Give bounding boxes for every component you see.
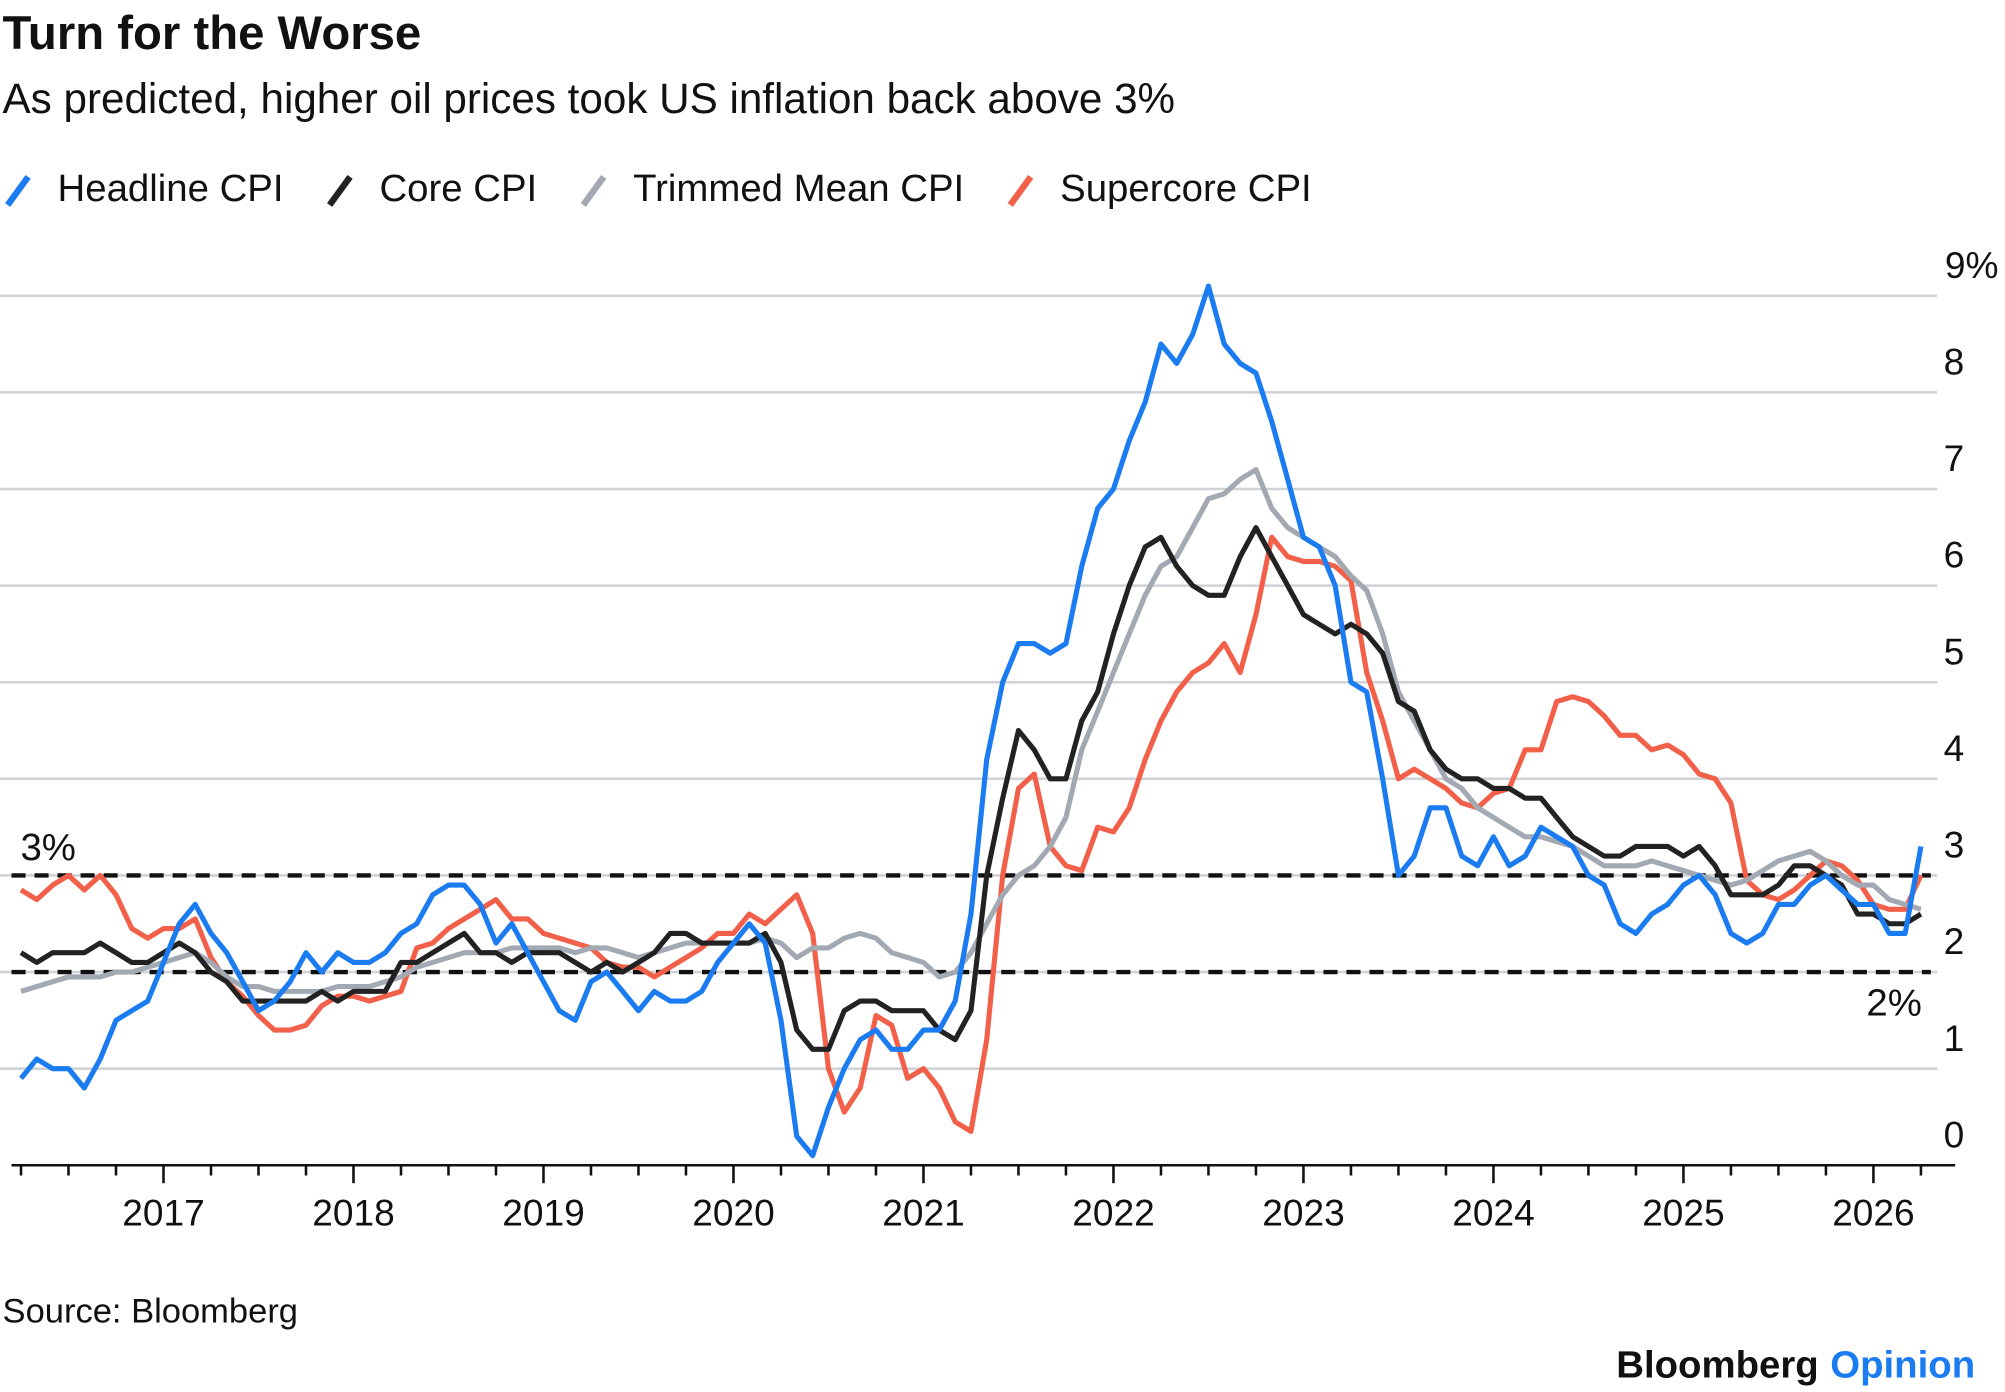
- x-tick-label: 2018: [312, 1191, 394, 1233]
- x-tick-label: 2017: [122, 1191, 204, 1233]
- y-tick-label: 5: [1944, 630, 1965, 672]
- legend-swatch: [327, 174, 353, 207]
- legend-label: Headline CPI: [58, 167, 284, 210]
- series-line: [20, 467, 1922, 994]
- chart-subtitle: As predicted, higher oil prices took US …: [3, 75, 1176, 122]
- reference-label: 3%: [20, 826, 75, 869]
- brand-suffix: Opinion: [1830, 1344, 1975, 1387]
- x-tick-label: 2020: [692, 1191, 774, 1233]
- legend-swatch: [5, 174, 31, 207]
- legend-label: Trimmed Mean CPI: [633, 167, 964, 210]
- legend-label: Core CPI: [379, 167, 537, 210]
- y-tick-label: 6: [1944, 534, 1965, 576]
- x-tick-label: 2023: [1262, 1191, 1344, 1233]
- legend-swatch: [580, 174, 607, 207]
- x-tick-label: 2019: [502, 1191, 584, 1233]
- x-tick-label: 2026: [1832, 1191, 1914, 1233]
- y-tick-label: 9%: [1945, 244, 1999, 286]
- series-line: [19, 525, 1923, 1052]
- y-tick-label: 4: [1944, 727, 1965, 769]
- y-tick-label: 3: [1944, 824, 1965, 866]
- series-line: [19, 283, 1924, 1159]
- x-tick-label: 2022: [1072, 1191, 1154, 1233]
- y-tick-label: 7: [1944, 437, 1965, 479]
- legend-label: Supercore CPI: [1060, 167, 1312, 210]
- chart-title: Turn for the Worse: [3, 7, 422, 60]
- brand: Bloomberg: [1616, 1344, 1818, 1387]
- y-tick-label: 8: [1944, 340, 1965, 382]
- source-note: Source: Bloomberg: [3, 1293, 298, 1331]
- legend-swatch: [1007, 174, 1034, 207]
- y-tick-label: 0: [1944, 1113, 1965, 1155]
- y-tick-label: 1: [1944, 1017, 1965, 1059]
- reference-label: 2%: [1866, 982, 1921, 1025]
- series-line: [19, 534, 1924, 1135]
- x-tick-label: 2021: [882, 1191, 964, 1233]
- x-tick-label: 2024: [1452, 1191, 1534, 1233]
- x-tick-label: 2025: [1642, 1191, 1724, 1233]
- y-tick-label: 2: [1944, 920, 1965, 962]
